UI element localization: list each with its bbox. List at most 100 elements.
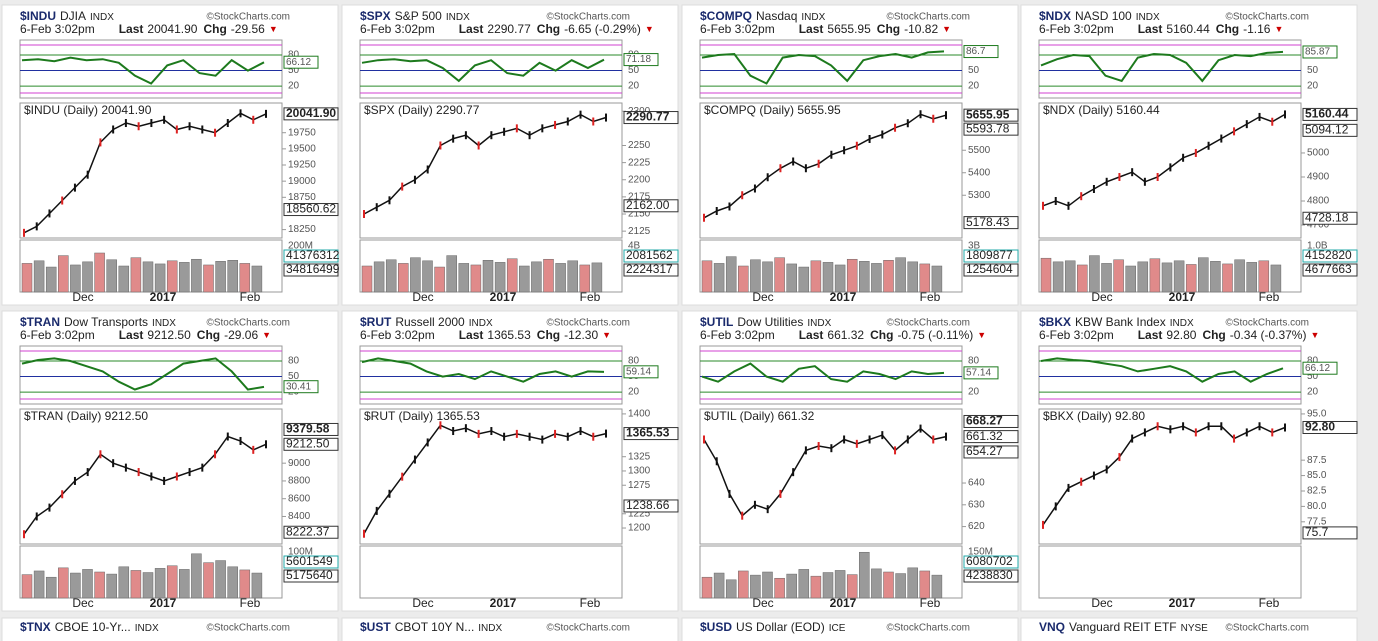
chg-value: -0.34 (-0.37%) [1230,328,1307,342]
volume-label: 34816499 [286,262,340,276]
volume-bar [834,570,846,599]
down-arrow: ▼ [942,24,951,34]
volume-bar [531,261,542,293]
rsi-line [701,50,945,85]
volume-bar [871,568,882,599]
rsi-value-box [623,53,659,67]
price-title: $INDU (Daily) 20041.90 [24,103,152,117]
panel-header: $TRAN Dow Transports INDX [20,315,176,329]
rsi-line [1040,357,1284,383]
rsi-value: 71.18 [626,54,651,65]
last-label: Last [1138,22,1163,36]
volume-bar [738,570,749,599]
chg-value: -12.30 [564,328,598,342]
credit: ©StockCharts.com [886,623,970,634]
volume-label-box [283,555,339,569]
volume-bar [191,258,202,293]
credit: ©StockCharts.com [546,623,630,634]
x-tick-label: Feb [240,290,261,304]
volume-bar [871,263,882,293]
volume-bar [118,566,130,599]
chg-label: Chg [1202,328,1225,342]
rsi-value-box [623,365,659,379]
price-tick-label: 1300 [628,466,651,477]
price-tick-label: 5500 [968,145,991,156]
volume-bar [215,261,226,293]
volume-bar [106,259,117,293]
last-label: Last [799,328,824,342]
price-label: 18560.62 [286,202,336,216]
exchange: INDX [135,623,159,634]
volume-bar [166,565,178,599]
volume-bar [543,258,554,293]
volume-bar [883,571,894,599]
volume-bar [82,261,93,293]
price-label: 5655.95 [966,107,1010,121]
x-tick-label: Dec [752,596,773,610]
x-tick-label: 2017 [490,596,517,610]
rsi-value-box [963,366,999,380]
volume-label: 2081562 [626,248,673,262]
rsi-tick-label: 80 [968,356,980,367]
panel-quote: 6-Feb 3:02pm Last 9212.50 Chg -29.06 ▼ [20,328,271,342]
price-label: 5094.12 [1305,123,1349,137]
volume-label: 1254604 [966,262,1013,276]
symbol: $UST [360,620,391,634]
volume-label: 41376312 [286,248,340,262]
volume-label-box [963,263,1019,277]
last-value: 1365.53 [487,328,531,342]
panel-header: $COMPQ Nasdaq INDX [700,9,826,23]
volume-bar [361,265,373,293]
volume-bar [1222,263,1233,293]
volume-tick-label: 4B [628,241,641,252]
volume-bar [130,570,142,599]
volume-bar [555,263,566,293]
panel [341,617,679,641]
panel-quote: 6-Feb 3:02pm Last 661.32 Chg -0.75 (-0.11%) ▼ [700,328,986,342]
chg-value: -6.65 (-0.29%) [564,22,641,36]
chg-value: -29.06 [224,328,258,342]
panel-header: $BKX KBW Bank Index INDX [1039,315,1194,329]
volume-bar [883,260,894,293]
rsi-box [359,39,623,99]
symbol: $NDX [1039,9,1071,23]
symbol: $RUT [360,315,392,329]
chg-label: Chg [537,328,560,342]
volume-bar [591,262,603,293]
rsi-tick-label: 80 [288,356,300,367]
rsi-line [361,357,605,383]
rsi-tick-label: 20 [968,387,980,398]
volume-bar [239,569,251,599]
volume-bar [1246,262,1257,293]
chg-label: Chg [537,22,560,36]
exchange: ICE [829,623,846,634]
volume-tick-label: 150M [968,547,993,558]
price-tick-label: 2225 [628,157,651,168]
name: CBOT 10Y N... [395,620,475,634]
price-tick-label: 19250 [288,160,316,171]
volume-bar [738,265,749,293]
volume-label-box [963,249,1019,263]
rsi-value-box [283,380,319,394]
down-arrow: ▼ [977,330,986,340]
x-tick-label: 2017 [830,596,857,610]
volume-bar [239,263,251,293]
rsi-tick-label: 20 [628,81,640,92]
date: 6-Feb 3:02pm [20,22,95,36]
price-tick-label: 1200 [628,523,651,534]
volume-bar [154,568,166,599]
volume-bar [166,260,178,293]
volume-bar [251,265,263,293]
volume-label: 2224317 [626,262,673,276]
name: Vanguard REIT ETF [1069,620,1177,634]
price-label-box [1302,211,1358,225]
name: DJIA [60,9,86,23]
price-label-box [963,216,1019,230]
rsi-tick-label: 50 [288,371,300,382]
volume-bar [203,264,214,293]
name: Nasdaq [756,9,797,23]
volume-tick-label: 3B [968,241,981,252]
down-arrow: ▼ [645,24,654,34]
volume-bar [907,567,918,599]
price-label-box [283,203,339,217]
